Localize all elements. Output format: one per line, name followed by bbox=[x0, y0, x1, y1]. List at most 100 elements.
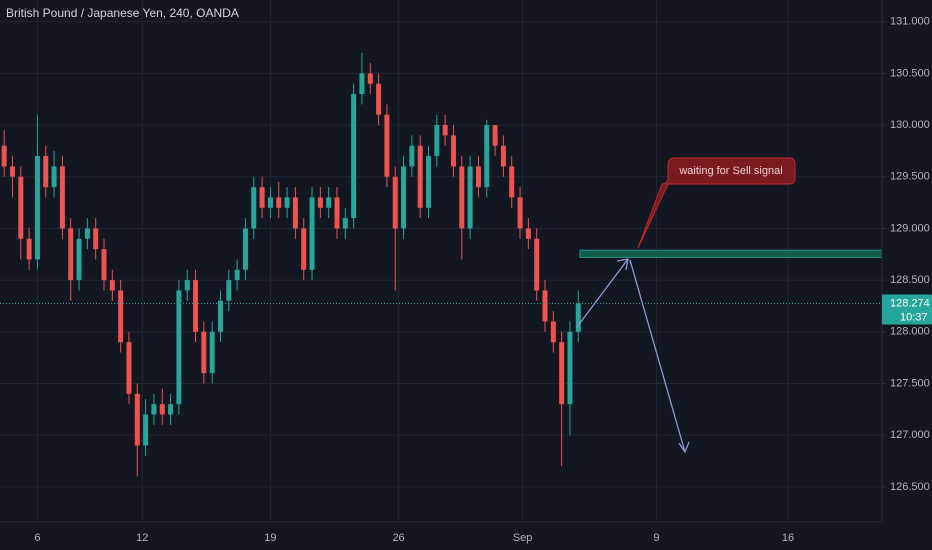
candle-body bbox=[168, 404, 174, 415]
candle-body bbox=[59, 166, 65, 229]
candle-body bbox=[18, 176, 24, 239]
candle-body bbox=[334, 197, 340, 229]
candle-body bbox=[575, 303, 581, 332]
x-tick-label: 9 bbox=[653, 532, 659, 544]
candle-body bbox=[459, 166, 465, 229]
y-tick-label: 126.500 bbox=[890, 481, 930, 493]
candle-body bbox=[184, 280, 190, 291]
candle-body bbox=[134, 393, 140, 446]
candle-body bbox=[509, 166, 515, 198]
y-tick-label: 129.000 bbox=[890, 222, 930, 234]
candle-body bbox=[534, 238, 540, 291]
x-tick-label: 6 bbox=[34, 532, 40, 544]
y-tick-label: 127.500 bbox=[890, 377, 930, 389]
candle-body bbox=[367, 73, 373, 84]
candle-body bbox=[193, 280, 199, 332]
candle-body bbox=[309, 197, 315, 270]
candle-body bbox=[301, 228, 307, 270]
candle-body bbox=[251, 187, 257, 229]
x-tick-label: 12 bbox=[136, 532, 148, 544]
plot bbox=[0, 52, 883, 477]
candle-body bbox=[242, 228, 248, 270]
candle-body bbox=[384, 114, 390, 177]
candle-body bbox=[234, 269, 240, 281]
candle-body bbox=[567, 331, 573, 405]
candle-body bbox=[484, 125, 490, 188]
candle-body bbox=[450, 135, 456, 167]
candle-body bbox=[417, 145, 423, 208]
candle-body bbox=[201, 331, 207, 374]
x-tick-label: 16 bbox=[782, 532, 794, 544]
candle-body bbox=[525, 228, 531, 239]
y-tick-label: 130.000 bbox=[890, 119, 930, 131]
annotation-box bbox=[637, 157, 796, 249]
candle-body bbox=[442, 125, 448, 136]
candle-body bbox=[276, 197, 282, 208]
candle-body bbox=[434, 125, 440, 157]
annotation-text: waiting for Sell signal bbox=[678, 165, 782, 177]
candle-body bbox=[376, 83, 382, 115]
candle-body bbox=[1, 145, 7, 167]
candle-body bbox=[267, 197, 273, 208]
candle-body bbox=[84, 228, 90, 239]
candle-body bbox=[126, 342, 132, 394]
axes: 126.500 127.000 127.500 128.000 128.500 129.0… bbox=[34, 16, 932, 544]
candle-body bbox=[143, 414, 149, 446]
x-tick-label: Sep bbox=[513, 532, 533, 544]
candle-body bbox=[76, 238, 82, 281]
candle-body bbox=[542, 290, 548, 322]
candle-body bbox=[351, 94, 357, 219]
grid bbox=[0, 0, 882, 522]
candle-body bbox=[151, 404, 157, 415]
candle-body bbox=[109, 280, 115, 291]
candle-body bbox=[9, 166, 15, 177]
candle-body bbox=[34, 156, 40, 260]
candle-body bbox=[392, 176, 398, 229]
y-tick-label: 127.000 bbox=[890, 429, 930, 441]
last-price-label: 128.274 bbox=[890, 297, 930, 309]
countdown-label: 10:37 bbox=[900, 311, 928, 323]
candle-body bbox=[342, 218, 348, 229]
candle-body bbox=[500, 145, 506, 167]
y-tick-label: 129.500 bbox=[890, 171, 930, 183]
candle-body bbox=[259, 187, 265, 208]
candle-body bbox=[326, 197, 332, 208]
y-tick-label: 130.500 bbox=[890, 67, 930, 79]
y-tick-label: 128.000 bbox=[890, 326, 930, 338]
candle-body bbox=[93, 228, 99, 250]
candle-body bbox=[43, 156, 49, 188]
candle-body bbox=[292, 197, 298, 229]
candle-body bbox=[101, 249, 107, 281]
candle-body bbox=[209, 331, 215, 374]
candle-body bbox=[409, 145, 415, 167]
candle-body bbox=[118, 290, 124, 343]
chart-title: British Pound / Japanese Yen, 240, OANDA bbox=[6, 6, 239, 20]
x-tick-label: 26 bbox=[392, 532, 404, 544]
candle-body bbox=[159, 404, 165, 415]
y-tick-label: 131.000 bbox=[890, 16, 930, 28]
candle-body bbox=[226, 280, 232, 301]
candle-body bbox=[475, 166, 481, 188]
candle-body bbox=[68, 228, 74, 281]
candle-body bbox=[426, 156, 432, 208]
candle-body bbox=[467, 166, 473, 229]
candle-body bbox=[317, 197, 323, 208]
candle-body bbox=[559, 342, 565, 405]
y-tick-label: 128.500 bbox=[890, 274, 930, 286]
candle-body bbox=[359, 73, 365, 95]
candle-body bbox=[401, 166, 407, 229]
x-tick-label: 19 bbox=[264, 532, 276, 544]
candle-body bbox=[517, 197, 523, 229]
candle-body bbox=[26, 238, 32, 260]
candle-body bbox=[51, 166, 57, 188]
candle-body bbox=[218, 300, 223, 332]
candle-body bbox=[550, 321, 556, 343]
candle-body bbox=[492, 125, 498, 146]
candle-body bbox=[284, 197, 290, 208]
last-price-box bbox=[882, 294, 932, 325]
candle-body bbox=[176, 290, 182, 405]
projection-arrows bbox=[576, 258, 690, 454]
zone bbox=[579, 249, 883, 258]
